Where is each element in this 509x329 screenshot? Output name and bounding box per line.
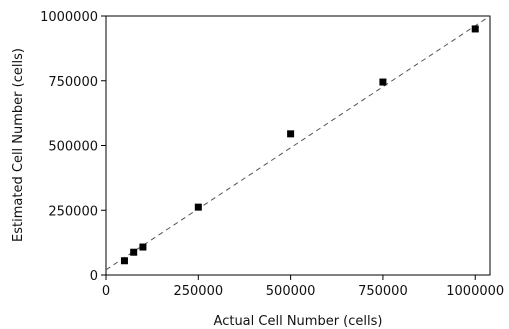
data-point: [194, 203, 202, 211]
y-axis-title: Estimated Cell Number (cells): [11, 48, 26, 242]
y-tick-label: 0: [90, 269, 98, 284]
x-axis-title: Actual Cell Number (cells): [214, 314, 383, 329]
data-point: [379, 78, 387, 86]
x-tick-label: 250000: [173, 284, 223, 299]
plot-frame: [105, 15, 491, 276]
y-tick-label: 500000: [48, 140, 98, 155]
data-point: [139, 243, 147, 251]
y-tick-label: 1000000: [40, 10, 98, 25]
y-tick-label: 250000: [48, 204, 98, 219]
data-point: [130, 248, 138, 256]
reference-line-layer: [105, 15, 491, 271]
x-tick-label: 0: [102, 284, 110, 299]
x-axis-ticks: 0 250000 500000 750000 1000000: [102, 275, 504, 299]
data-points-layer: [120, 25, 479, 265]
y-tick-label: 750000: [48, 75, 98, 90]
data-point: [120, 257, 128, 265]
x-tick-label: 1000000: [446, 284, 504, 299]
data-point: [287, 130, 295, 138]
y-axis-ticks: 0 250000 500000 750000 1000000: [40, 10, 106, 284]
x-tick-label: 750000: [358, 284, 408, 299]
reference-line: [105, 15, 491, 271]
data-point: [471, 25, 479, 33]
x-tick-label: 500000: [266, 284, 316, 299]
